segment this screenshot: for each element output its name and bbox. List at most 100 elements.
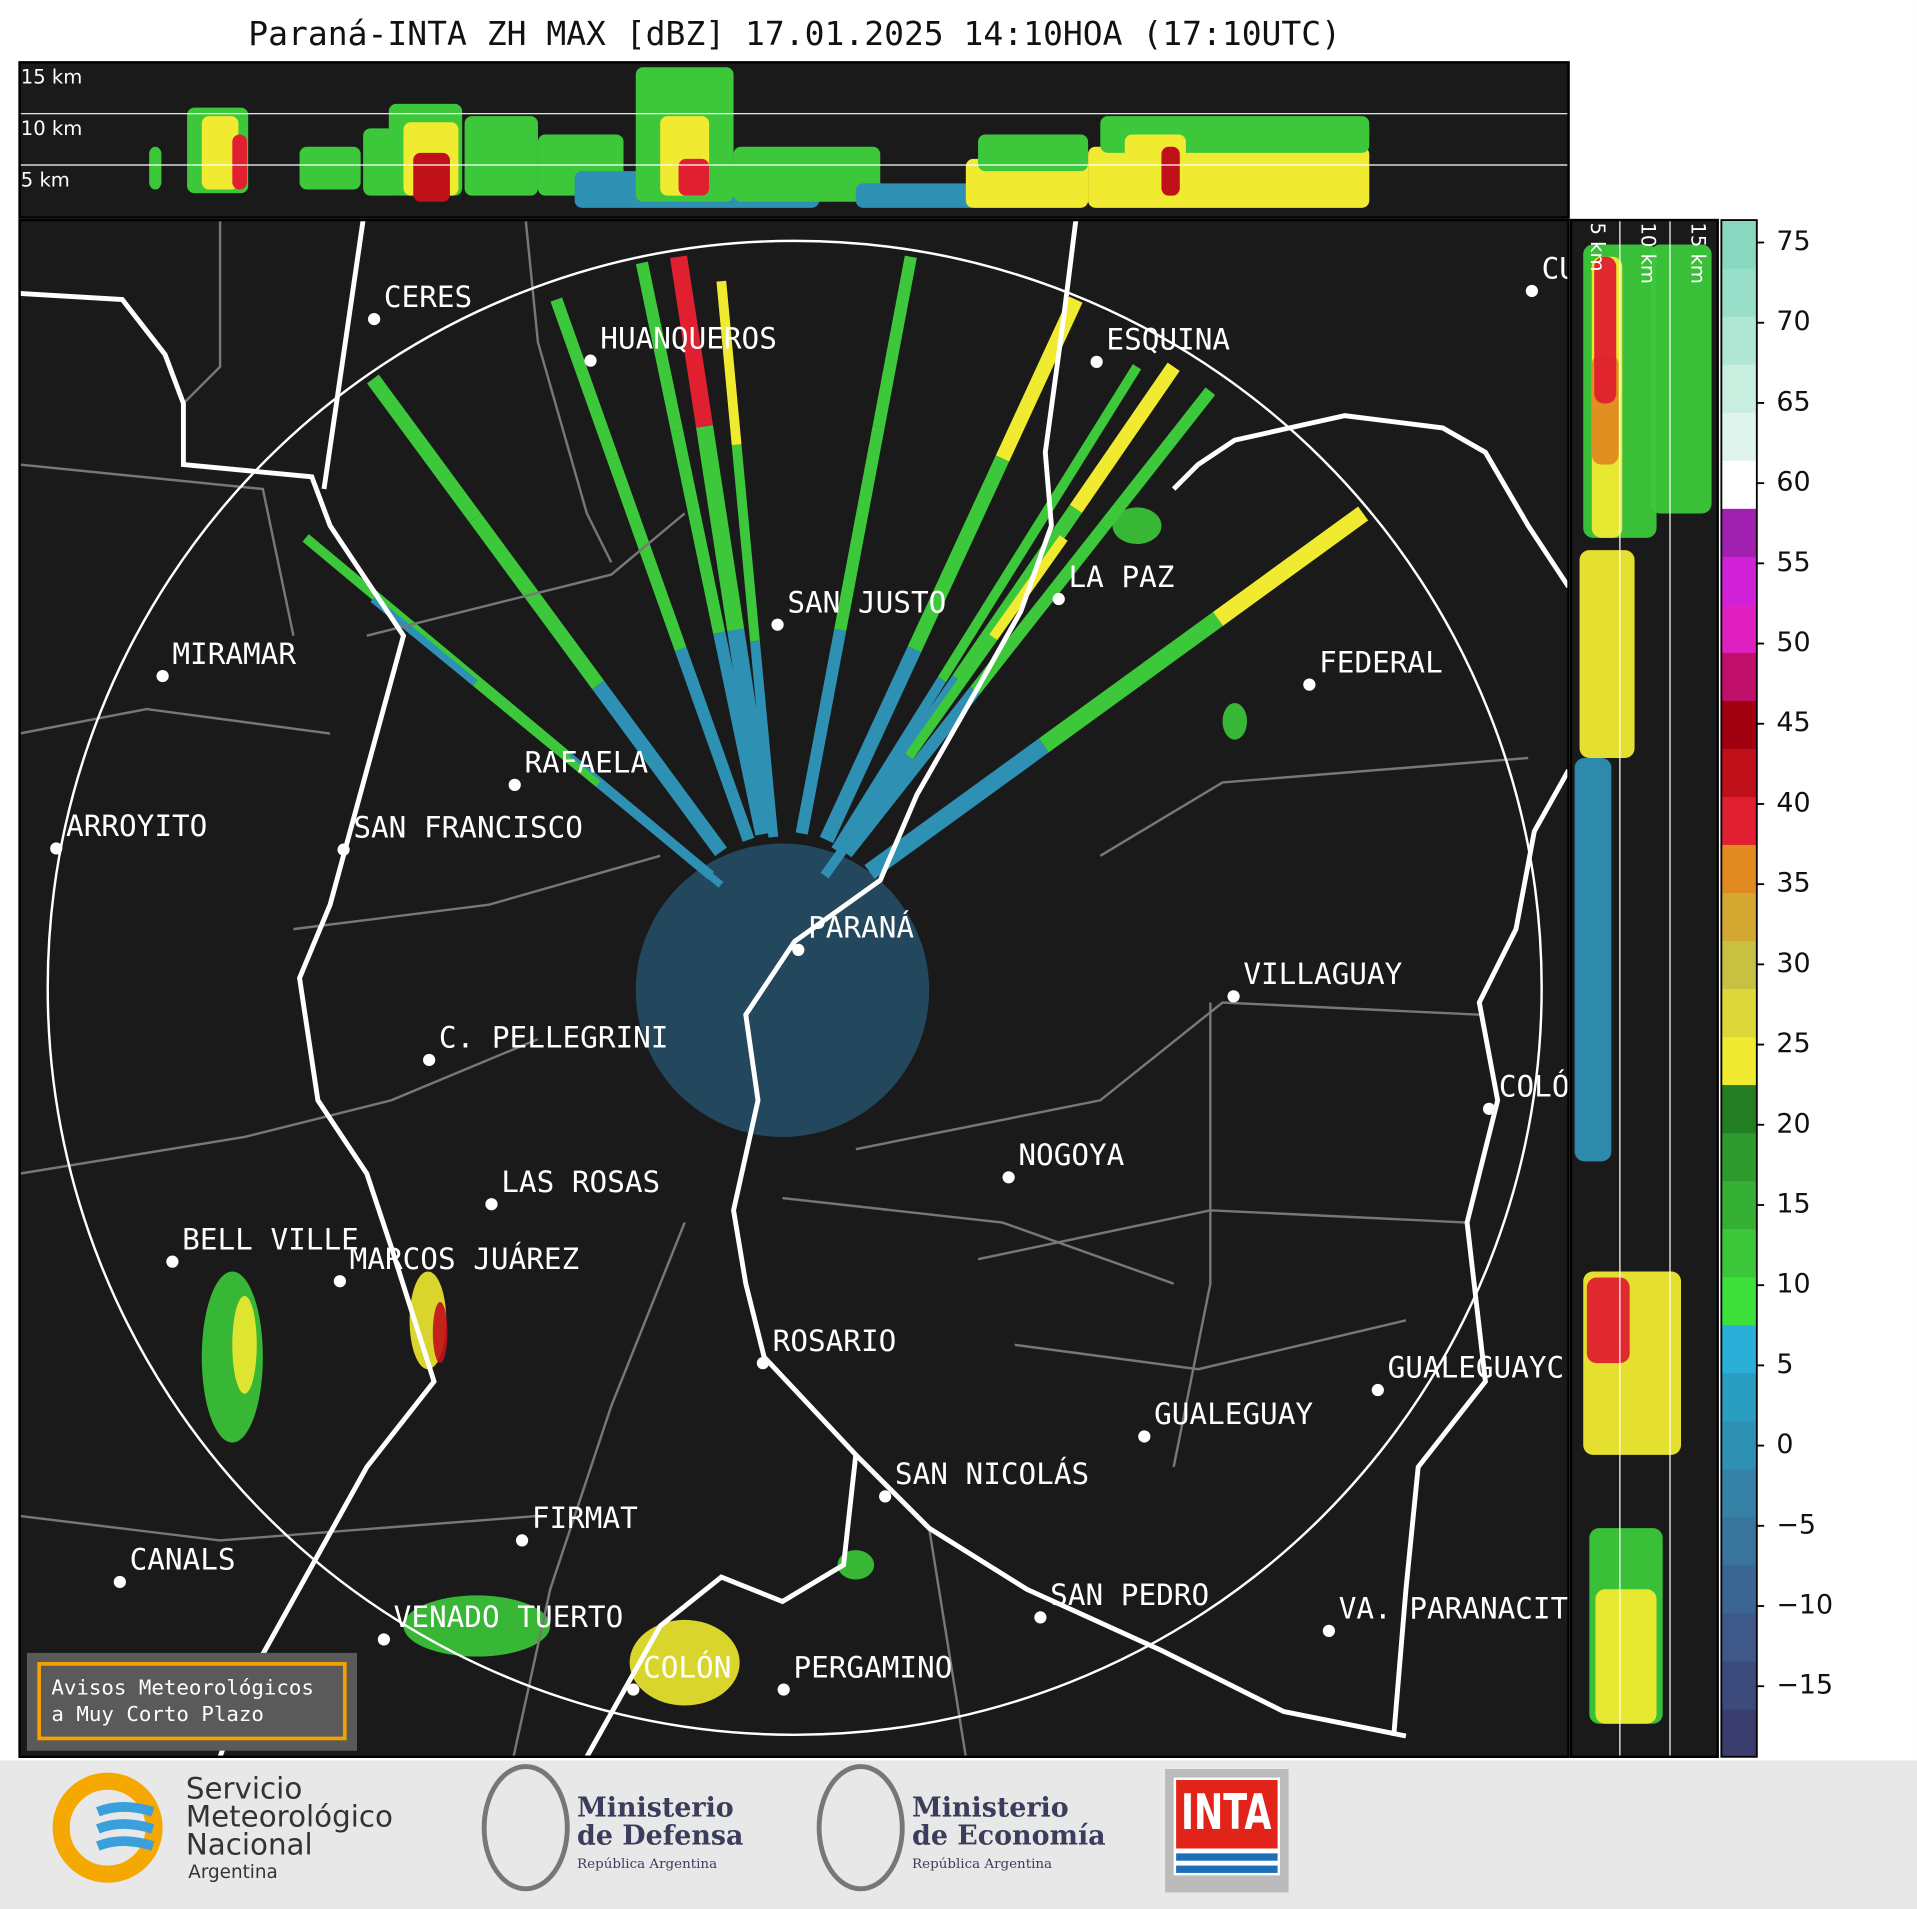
color-band bbox=[1721, 1276, 1757, 1326]
color-band bbox=[1721, 1516, 1757, 1566]
department-border bbox=[19, 707, 331, 735]
colorbar-tick-label: 55 bbox=[1776, 547, 1810, 578]
reflectivity-ray bbox=[1069, 362, 1180, 514]
department-border bbox=[512, 1222, 686, 1757]
city-label: SAN NICOLÁS bbox=[895, 1456, 1089, 1491]
city-dot bbox=[377, 1633, 391, 1646]
city-label: SAN JUSTO bbox=[787, 585, 946, 619]
city-label: C. PELLEGRINI bbox=[439, 1021, 669, 1055]
city-label: PARANÁ bbox=[808, 910, 914, 945]
smn-logo-waves bbox=[96, 1802, 155, 1851]
warning-text: Avisos Meteorológicos bbox=[51, 1675, 314, 1699]
range-ring bbox=[46, 239, 1543, 1737]
department-border bbox=[19, 1038, 539, 1175]
city-label: MIRAMAR bbox=[172, 637, 296, 671]
reflectivity-ray bbox=[674, 647, 755, 842]
colorbar-tick-label: 0 bbox=[1776, 1429, 1793, 1460]
city-dot bbox=[1482, 1102, 1496, 1115]
city-label: PERGAMINO bbox=[793, 1650, 952, 1684]
echo bbox=[299, 146, 361, 190]
footer-background bbox=[0, 1760, 1917, 1909]
color-band bbox=[1721, 748, 1757, 797]
inta-text: INTA bbox=[1181, 1784, 1272, 1841]
colorbar-tick-label: 20 bbox=[1776, 1108, 1810, 1139]
color-band bbox=[1721, 1420, 1757, 1470]
footer-logos: Servicio Meteorológico Nacional Argentin… bbox=[52, 1764, 1289, 1893]
city-dot bbox=[1227, 990, 1240, 1003]
speckle bbox=[635, 843, 930, 1137]
color-band bbox=[1721, 940, 1757, 990]
city-dot bbox=[1371, 1383, 1384, 1397]
map: CERES HUANQUEROS ESQUINA CU SAN JUSTO LA PAZ M… bbox=[19, 220, 1570, 1757]
color-band bbox=[1721, 1324, 1757, 1374]
department-border bbox=[19, 1514, 539, 1542]
height-label: 10 km bbox=[1636, 223, 1659, 284]
city-dot bbox=[771, 618, 784, 631]
colorbar-tick-label: 60 bbox=[1776, 467, 1810, 498]
reflectivity-ray bbox=[872, 255, 917, 428]
map-background bbox=[19, 220, 1569, 1757]
province-border bbox=[1391, 769, 1569, 1737]
city-dot bbox=[756, 1357, 770, 1370]
warning-text: a Muy Corto Plazo bbox=[51, 1702, 264, 1726]
echo bbox=[1579, 550, 1635, 758]
height-label: 10 km bbox=[21, 117, 82, 140]
province-border bbox=[731, 220, 1407, 1739]
reflectivity-ray bbox=[831, 676, 947, 853]
city-dot bbox=[879, 1490, 892, 1503]
colorbar-tick-label: 5 bbox=[1776, 1349, 1793, 1380]
smn-country: Argentina bbox=[188, 1862, 277, 1883]
reflectivity-ray bbox=[592, 680, 727, 857]
echo bbox=[1594, 256, 1617, 404]
colorbar-tick-label: −5 bbox=[1776, 1509, 1816, 1540]
city-label: VILLAGUAY bbox=[1243, 957, 1402, 991]
colorbar-tick-label: 75 bbox=[1776, 226, 1810, 257]
reflectivity-ray bbox=[713, 631, 768, 836]
department-border bbox=[1099, 756, 1529, 857]
reflectivity-ray bbox=[731, 444, 760, 642]
echo bbox=[629, 1619, 740, 1706]
ministry-text: de Defensa bbox=[577, 1820, 743, 1851]
inta-logo-stripe bbox=[1176, 1865, 1278, 1873]
ministry-text: Ministerio bbox=[577, 1792, 734, 1823]
warning-box: Avisos Meteorológicos a Muy Corto Plazo bbox=[26, 1652, 358, 1751]
city-dot bbox=[1002, 1171, 1015, 1184]
city-label: COLÓ bbox=[1499, 1068, 1570, 1104]
reflectivity-ray bbox=[970, 523, 1109, 695]
color-band bbox=[1721, 1132, 1757, 1182]
province-border bbox=[1171, 413, 1569, 589]
echo bbox=[1112, 507, 1162, 545]
city-label: SAN FRANCISCO bbox=[353, 810, 583, 844]
city-dot bbox=[337, 843, 350, 856]
inta-logo-stripe bbox=[1176, 1853, 1278, 1861]
reflectivity-ray bbox=[366, 374, 482, 523]
city-label: LA PAZ bbox=[1069, 560, 1175, 594]
reflectivity-ray bbox=[1038, 611, 1224, 753]
reflectivity-ray bbox=[727, 628, 776, 835]
city-label: FEDERAL bbox=[1319, 645, 1443, 679]
echo bbox=[432, 1302, 448, 1364]
echo bbox=[1574, 757, 1612, 1162]
echo bbox=[413, 152, 450, 202]
city-label: CANALS bbox=[130, 1543, 236, 1577]
reflectivity-ray bbox=[472, 680, 601, 787]
echo bbox=[855, 183, 979, 208]
color-band bbox=[1721, 1372, 1757, 1422]
echo bbox=[1222, 702, 1248, 740]
echo bbox=[1586, 1277, 1630, 1364]
colorbar-tick-label: 50 bbox=[1776, 627, 1810, 658]
echo bbox=[201, 116, 239, 190]
city-dot bbox=[156, 669, 169, 683]
city-label: ESQUINA bbox=[1106, 323, 1230, 357]
color-band bbox=[1721, 700, 1757, 749]
ministry-text: Ministerio bbox=[912, 1792, 1069, 1823]
reflectivity-ray bbox=[550, 297, 619, 461]
city-dot bbox=[777, 1683, 790, 1696]
echo bbox=[232, 134, 247, 190]
city-label: NOGOYA bbox=[1018, 1138, 1124, 1172]
echo bbox=[1222, 122, 1370, 141]
reflectivity-ray bbox=[819, 646, 922, 843]
city-dot bbox=[627, 1683, 640, 1696]
department-border bbox=[782, 1196, 1175, 1285]
reflectivity-ray bbox=[670, 255, 713, 428]
